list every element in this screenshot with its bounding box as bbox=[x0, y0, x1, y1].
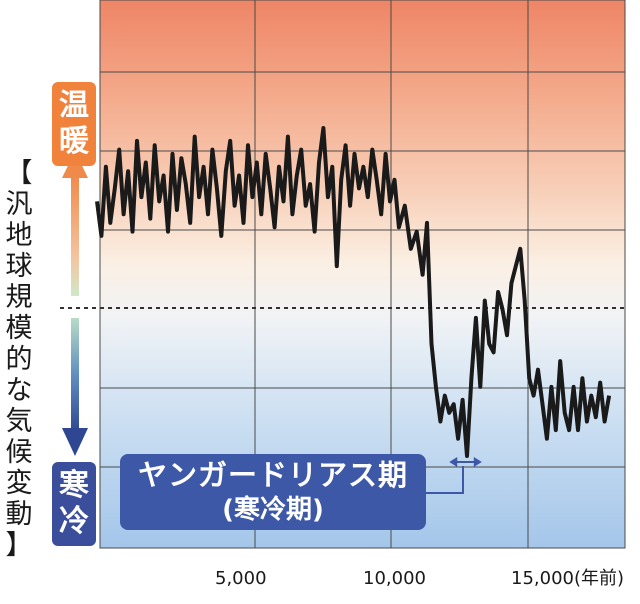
plot-frame bbox=[99, 0, 626, 549]
series-line bbox=[95, 126, 612, 458]
axis-label-char: 規 bbox=[5, 282, 33, 313]
axis-label-char: 地 bbox=[5, 220, 33, 251]
x-tick-label: 10,000 bbox=[363, 568, 426, 589]
callout-line-2: (寒冷期) bbox=[222, 495, 324, 525]
x-tick-labels: 5,000 10,000 15,000(年前) bbox=[215, 568, 624, 589]
badge-char: 暖 bbox=[59, 124, 89, 159]
warm-badge: 温暖 bbox=[52, 82, 96, 166]
annotation-connector bbox=[426, 457, 482, 494]
axis-label-char: 汎 bbox=[5, 189, 33, 220]
cold-badge: 寒冷 bbox=[52, 462, 96, 546]
badge-char: 温 bbox=[59, 88, 89, 123]
axis-label-char: 【 bbox=[5, 158, 33, 189]
axis-label-char: な bbox=[5, 375, 33, 406]
axis-label-char: 】 bbox=[5, 530, 33, 561]
axis-label-char: 気 bbox=[5, 406, 33, 437]
axis-label-char: 動 bbox=[5, 499, 33, 530]
axis-label-char: 候 bbox=[5, 437, 33, 468]
x-tick-label: 15,000(年前) bbox=[511, 568, 624, 589]
axis-label-char: 変 bbox=[5, 468, 33, 499]
x-tick-label: 5,000 bbox=[215, 568, 267, 589]
cold-arrow bbox=[62, 318, 88, 456]
younger-dryas-callout: ヤンガードリアス期 (寒冷期) bbox=[120, 454, 426, 530]
callout-line-1: ヤンガードリアス期 bbox=[137, 458, 408, 492]
axis-label-char: 球 bbox=[5, 251, 33, 282]
y-axis-label: 【汎地球規模的な気候変動】 bbox=[0, 158, 38, 561]
axis-label-char: 模 bbox=[5, 313, 33, 344]
badge-char: 寒 bbox=[59, 468, 89, 503]
badge-char: 冷 bbox=[59, 504, 89, 539]
axis-label-char: 的 bbox=[5, 344, 33, 375]
warm-arrow bbox=[62, 151, 88, 296]
